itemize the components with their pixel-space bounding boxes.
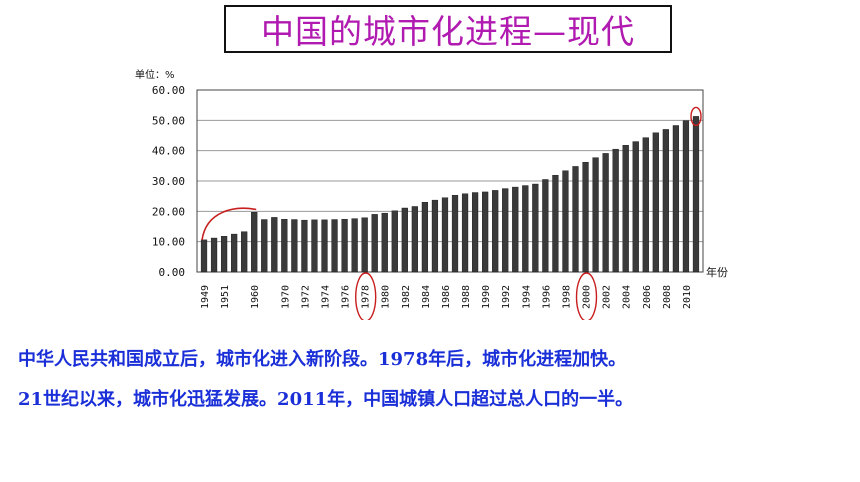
bar xyxy=(632,141,639,273)
bar xyxy=(331,219,338,273)
x-tick-label: 1990 xyxy=(481,285,492,309)
highlight-arc xyxy=(201,207,257,241)
x-tick-label: 1986 xyxy=(441,285,452,309)
bar xyxy=(210,237,218,273)
bar xyxy=(200,239,208,273)
bar xyxy=(522,185,529,273)
y-tick-label: 0.00 xyxy=(159,266,186,279)
bar xyxy=(301,219,308,273)
x-tick-label: 1951 xyxy=(220,285,231,309)
x-tick-label: 2002 xyxy=(602,285,613,309)
plot-frame xyxy=(196,89,704,273)
bar xyxy=(471,192,479,273)
bar xyxy=(220,236,228,273)
caption-line-1: 中华人民共和国成立后，城市化进入新阶段。1978年后，城市化进程加快。 xyxy=(18,349,627,370)
x-tick-label: 1984 xyxy=(421,285,432,309)
x-tick-label: 2000 xyxy=(582,285,593,309)
bar xyxy=(592,157,599,273)
y-tick-label: 30.00 xyxy=(152,175,185,188)
y-unit-label: 单位：% xyxy=(135,68,175,81)
bar xyxy=(311,219,318,273)
x-tick-label: 2006 xyxy=(642,285,653,309)
x-tick-label: 1996 xyxy=(541,285,552,309)
bar xyxy=(612,148,619,273)
bar xyxy=(411,206,418,273)
bar xyxy=(502,188,509,273)
highlight-ellipse-2011 xyxy=(690,106,702,127)
bar xyxy=(572,166,579,273)
bar xyxy=(542,179,549,273)
x-tick-label: 1978 xyxy=(361,285,372,309)
bar xyxy=(682,120,690,273)
bar xyxy=(492,190,499,273)
bar xyxy=(642,137,649,273)
bar xyxy=(662,129,669,273)
bar xyxy=(391,210,398,273)
x-tick-label: 2008 xyxy=(662,285,673,309)
x-tick-label: 1970 xyxy=(280,285,291,309)
bar xyxy=(532,183,539,273)
slide-title: 中国的城市化进程—现代 xyxy=(261,12,635,51)
bar xyxy=(241,231,248,273)
bar xyxy=(341,219,348,273)
bar xyxy=(562,170,569,273)
x-tick-label: 1960 xyxy=(250,285,261,309)
urbanization-chart: 0.00 10.00 20.00 30.00 40.00 50.00 60.00 单位：% 年份… xyxy=(120,62,740,322)
bar xyxy=(261,219,268,273)
bar xyxy=(582,161,589,273)
x-tick-label: 1980 xyxy=(381,285,392,309)
bar xyxy=(401,207,408,273)
bar xyxy=(692,116,700,273)
title-box: 中国的城市化进程—现代 xyxy=(224,5,672,53)
bar xyxy=(251,212,258,273)
bar xyxy=(672,125,680,273)
x-tick-label: 1982 xyxy=(401,285,412,309)
x-tick-label: 1976 xyxy=(341,285,352,309)
y-tick-label: 10.00 xyxy=(152,236,185,249)
x-tick-label: 1988 xyxy=(461,285,472,309)
bar xyxy=(371,214,378,273)
x-axis-label: 年份 xyxy=(706,265,728,279)
y-tick-label: 50.00 xyxy=(152,114,185,127)
x-tick-label: 1994 xyxy=(521,285,532,309)
caption-line-2: 21世纪以来，城市化迅猛发展。2011年，中国城镇人口超过总人口的一半。 xyxy=(18,389,634,410)
y-tick-label: 60.00 xyxy=(152,84,185,97)
bar xyxy=(361,217,368,273)
bar xyxy=(552,175,559,273)
bar xyxy=(421,202,429,273)
bar xyxy=(321,219,328,273)
bar xyxy=(602,153,609,273)
x-tick-label: 2010 xyxy=(682,285,693,309)
bar xyxy=(231,233,238,273)
bar xyxy=(512,186,519,273)
x-tick-label: 2004 xyxy=(622,285,633,309)
x-tick-label: 1972 xyxy=(300,285,311,309)
bar xyxy=(381,212,388,273)
x-tick-label: 1949 xyxy=(200,285,211,309)
x-tick-label: 1992 xyxy=(501,285,512,309)
y-tick-label: 20.00 xyxy=(152,205,185,218)
bar xyxy=(482,191,489,273)
bar xyxy=(291,219,298,273)
bar xyxy=(441,197,449,273)
y-tick-label: 40.00 xyxy=(152,145,185,158)
x-tick-label: 1974 xyxy=(321,285,332,309)
bar xyxy=(281,219,288,273)
chart-svg: 0.00 10.00 20.00 30.00 40.00 50.00 60.00 单位：% 年份… xyxy=(135,68,728,322)
bar xyxy=(451,195,459,273)
x-tick-label: 1998 xyxy=(562,285,573,309)
bar xyxy=(652,132,659,273)
bar xyxy=(351,218,358,273)
bar xyxy=(461,193,469,273)
bar xyxy=(431,199,439,273)
bar xyxy=(271,217,278,273)
bar xyxy=(622,145,629,273)
